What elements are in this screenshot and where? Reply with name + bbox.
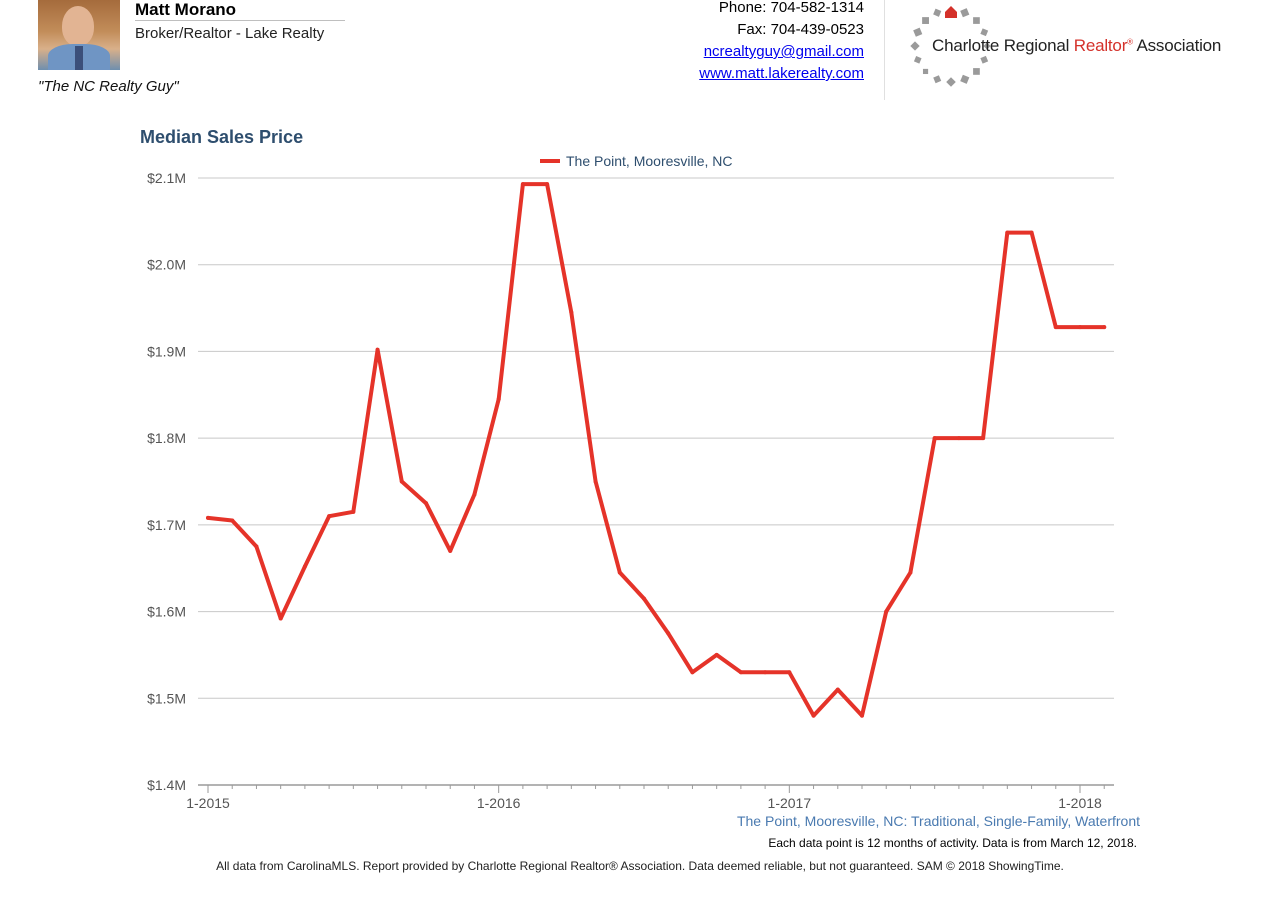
agent-photo: [38, 0, 120, 70]
data-point: [642, 596, 646, 601]
data-point: [932, 436, 937, 441]
agent-face: [62, 6, 94, 46]
agent-tagline: "The NC Realty Guy": [38, 78, 179, 95]
y-tick-label: $1.5M: [147, 690, 186, 706]
data-point: [1102, 325, 1107, 330]
data-point: [254, 544, 259, 549]
data-point: [787, 670, 792, 675]
website-link[interactable]: www.matt.lakerealty.com: [699, 65, 864, 82]
data-point: [278, 616, 283, 621]
association-realtor: Realtor: [1073, 36, 1128, 55]
data-point: [860, 713, 864, 718]
data-point: [690, 670, 695, 675]
y-tick-label: $1.7M: [147, 517, 186, 533]
data-point: [472, 492, 477, 497]
data-point: [1005, 230, 1010, 235]
data-point: [424, 501, 428, 506]
logo-dot: [913, 55, 922, 64]
contact-block: Phone: 704-582-1314 Fax: 704-439-0523 nc…: [699, 0, 864, 85]
registered-mark: ®: [1127, 37, 1133, 47]
data-point: [375, 347, 380, 352]
agent-name: Matt Morano: [135, 0, 237, 19]
agent-title: Broker/Realtor - Lake Realty: [135, 25, 325, 42]
data-point: [1053, 325, 1058, 330]
x-tick-label: 1-2017: [768, 795, 812, 811]
data-point: [908, 570, 913, 575]
x-tick-label: 1-2016: [477, 795, 521, 811]
y-tick-label: $2.0M: [147, 257, 186, 273]
logo-dot: [922, 68, 929, 75]
y-tick-label: $1.4M: [147, 777, 186, 793]
chart-title: Median Sales Price: [140, 127, 304, 147]
series-line: [206, 182, 1107, 718]
logo-dot: [913, 27, 923, 37]
data-point: [302, 564, 307, 569]
data-point: [206, 515, 210, 520]
data-point: [981, 436, 986, 441]
agent-tie: [75, 46, 83, 70]
y-tick-label: $1.9M: [147, 343, 186, 359]
data-point: [763, 670, 768, 675]
data-point: [496, 397, 501, 402]
logo-dot: [922, 17, 929, 24]
data-point: [593, 479, 598, 484]
y-tick-label: $2.1M: [147, 170, 186, 186]
data-point: [1029, 230, 1034, 235]
chart-note: Each data point is 12 months of activity…: [768, 836, 1137, 850]
association-suffix: Association: [1136, 36, 1222, 55]
data-point: [448, 548, 453, 553]
data-point: [351, 509, 356, 514]
logo-dot: [960, 8, 970, 18]
logo-dot: [973, 68, 980, 75]
name-divider: [135, 20, 345, 21]
logo-dot: [980, 55, 989, 64]
data-point: [835, 687, 840, 692]
legend-label: The Point, Mooresville, NC: [566, 153, 733, 169]
chart-caption: The Point, Mooresville, NC: Traditional,…: [736, 813, 1140, 829]
association-name: Charlotte Regional Realtor® Association: [932, 36, 1221, 56]
data-point: [956, 436, 961, 441]
logo-dot: [933, 75, 942, 84]
x-tick-label: 1-2015: [186, 795, 230, 811]
logo-house-icon: [945, 6, 957, 18]
association-name-main: Charlotte Regional: [932, 36, 1070, 55]
data-point: [714, 652, 719, 657]
phone-number: Phone: 704-582-1314: [718, 0, 864, 16]
data-point: [327, 514, 332, 519]
data-point: [666, 631, 671, 636]
logo-dot: [973, 17, 980, 24]
data-point: [569, 310, 574, 315]
footer-disclaimer: All data from CarolinaMLS. Report provid…: [216, 859, 1064, 873]
association-logo-icon: [910, 6, 991, 87]
data-point: [617, 570, 622, 575]
data-point: [399, 479, 404, 484]
logo-dot: [980, 28, 989, 37]
y-tick-label: $1.8M: [147, 430, 186, 446]
y-tick-label: $1.6M: [147, 604, 186, 620]
logo-dot: [933, 8, 942, 17]
data-point: [1078, 325, 1082, 330]
logo-dot: [960, 74, 970, 84]
data-point: [520, 182, 525, 187]
data-point: [545, 182, 550, 187]
fax-number: Fax: 704-439-0523: [737, 21, 864, 38]
logo-dot: [983, 42, 991, 50]
data-point: [738, 670, 743, 675]
data-point: [230, 518, 235, 523]
data-point: [884, 609, 889, 614]
header-divider: [884, 0, 885, 100]
x-tick-label: 1-2018: [1058, 795, 1102, 811]
email-link[interactable]: ncrealtyguy@gmail.com: [703, 43, 864, 60]
data-point: [811, 713, 816, 718]
